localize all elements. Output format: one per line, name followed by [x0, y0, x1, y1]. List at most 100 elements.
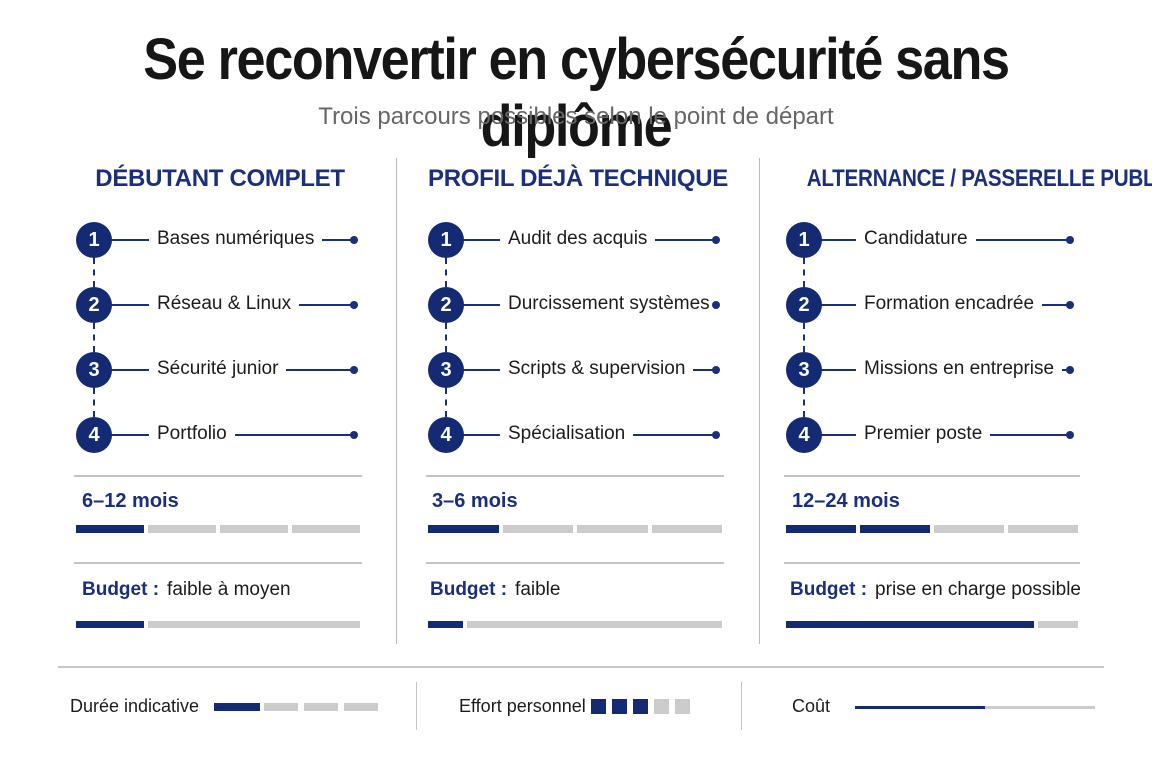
page-title: Se reconvertir en cybersécurité sans dip…: [143, 27, 1010, 159]
step-number-badge: 1: [428, 222, 464, 258]
step-label: Spécialisation: [500, 423, 634, 445]
step-number-badge: 1: [76, 222, 112, 258]
step-end-dot: [712, 236, 720, 244]
step-label: Réseau & Linux: [149, 293, 300, 315]
budget-value: faible à moyen: [167, 579, 291, 600]
column-heading: PROFIL DÉJÀ TECHNIQUE: [428, 165, 728, 192]
step-number-badge: 4: [786, 417, 822, 453]
step-connector: [93, 258, 95, 287]
budget-bar-track: [1038, 621, 1078, 628]
budget-value: faible: [515, 579, 561, 600]
duration-value: 12–24 mois: [792, 490, 900, 512]
legend-effort-square: [591, 699, 606, 714]
column-divider: [759, 158, 760, 644]
budget-label: Budget :: [82, 579, 160, 600]
step-connector: [93, 388, 95, 417]
step-number-badge: 2: [428, 287, 464, 323]
budget-row: Budget : prise en charge possible: [790, 579, 1081, 601]
step-connector: [803, 258, 805, 287]
legend-cost-label: Coût: [792, 696, 831, 716]
budget-bar-track: [467, 621, 722, 628]
path-column-technical: PROFIL DÉJÀ TECHNIQUE 1 Audit des acquis 2…: [426, 150, 728, 650]
step-label: Bases numériques: [149, 228, 323, 250]
legend-effort-square: [675, 699, 690, 714]
column-heading: ALTERNANCE / PASSERELLE PUBLIQUE: [806, 165, 1152, 192]
budget-row: Budget : faible: [430, 579, 560, 601]
column-heading: DÉBUTANT COMPLET: [95, 165, 345, 192]
budget-bar-fill: [428, 621, 463, 628]
step-end-dot: [712, 431, 720, 439]
column-divider: [396, 158, 397, 644]
budget-value: prise en charge possible: [875, 579, 1082, 600]
legend-duration-segment: [264, 703, 298, 711]
step-end-dot: [350, 366, 358, 374]
duration-segment: [934, 525, 1004, 533]
step-label: Sécurité junior: [149, 358, 287, 380]
path-step: 4 Portfolio: [76, 417, 364, 453]
path-step: 1 Candidature: [786, 222, 1082, 258]
step-end-dot: [712, 301, 720, 309]
step-number-badge: 4: [76, 417, 112, 453]
duration-segment: [220, 525, 288, 533]
step-end-dot: [350, 301, 358, 309]
step-end-dot: [712, 366, 720, 374]
legend-divider-vertical: [416, 682, 417, 730]
step-number-badge: 2: [786, 287, 822, 323]
path-step: 2 Formation encadrée: [786, 287, 1082, 323]
budget-bar-track: [148, 621, 360, 628]
step-label: Formation encadrée: [856, 293, 1043, 315]
duration-value: 3–6 mois: [432, 490, 518, 512]
duration-segment: [76, 525, 144, 533]
step-connector: [803, 388, 805, 417]
step-connector: [445, 258, 447, 287]
duration-segment: [860, 525, 930, 533]
budget-row: Budget : faible à moyen: [82, 579, 291, 601]
section-divider: [426, 562, 724, 564]
duration-segment: [502, 525, 573, 533]
step-label: Scripts & supervision: [500, 358, 694, 380]
step-number-badge: 1: [786, 222, 822, 258]
path-column-beginner: DÉBUTANT COMPLET 1 Bases numériques 2 Résea…: [74, 150, 364, 650]
legend-cost-track: [985, 706, 1095, 709]
step-number-badge: 2: [76, 287, 112, 323]
path-step: 2 Durcissement systèmes: [428, 287, 726, 323]
step-end-dot: [350, 431, 358, 439]
step-label: Missions en entreprise: [856, 358, 1063, 380]
step-end-dot: [350, 236, 358, 244]
duration-value: 6–12 mois: [82, 490, 179, 512]
path-step: 4 Premier poste: [786, 417, 1082, 453]
budget-label: Budget :: [790, 579, 868, 600]
legend-duration-segment: [304, 703, 338, 711]
step-number-badge: 4: [428, 417, 464, 453]
section-divider: [784, 562, 1080, 564]
legend-effort-label: Effort personnel: [459, 696, 586, 716]
path-step: 3 Scripts & supervision: [428, 352, 726, 388]
step-label: Candidature: [856, 228, 976, 250]
section-divider: [74, 562, 362, 564]
step-label: Portfolio: [149, 423, 235, 445]
path-step: 1 Bases numériques: [76, 222, 364, 258]
section-divider: [426, 475, 724, 477]
legend-divider-vertical: [741, 682, 742, 730]
step-number-badge: 3: [786, 352, 822, 388]
step-connector: [445, 323, 447, 352]
legend-cost-fill: [855, 706, 985, 709]
legend-divider: [58, 666, 1104, 668]
duration-segment: [651, 525, 722, 533]
path-step: 3 Sécurité junior: [76, 352, 364, 388]
step-end-dot: [1066, 366, 1074, 374]
path-step: 1 Audit des acquis: [428, 222, 726, 258]
legend-duration-segment: [344, 703, 378, 711]
step-connector: [803, 323, 805, 352]
duration-segment: [292, 525, 360, 533]
duration-segment: [428, 525, 499, 533]
step-number-badge: 3: [428, 352, 464, 388]
step-end-dot: [1066, 236, 1074, 244]
duration-segment: [786, 525, 856, 533]
legend-duration-label: Durée indicative: [70, 696, 200, 716]
step-end-dot: [1066, 301, 1074, 309]
duration-segment: [577, 525, 648, 533]
step-end-dot: [1066, 431, 1074, 439]
budget-label: Budget :: [430, 579, 508, 600]
duration-segment: [148, 525, 216, 533]
